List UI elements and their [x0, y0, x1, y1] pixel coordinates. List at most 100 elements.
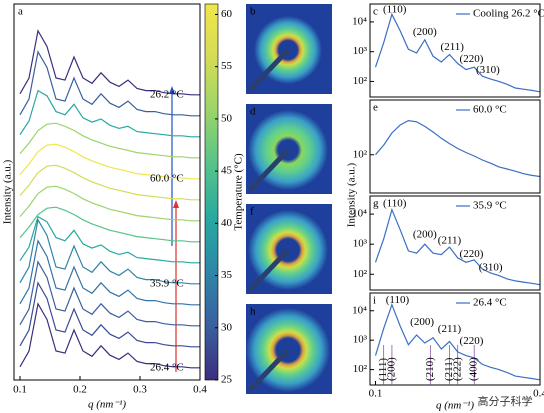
colorbar: [204, 3, 219, 381]
peak-label: (310): [476, 64, 500, 76]
plot-frame: [369, 292, 541, 386]
peak-label: (200): [413, 26, 437, 38]
curve: [19, 302, 200, 369]
peak-label: (211): [438, 323, 462, 335]
annotation: 35.9 °C: [150, 278, 184, 290]
y-tick-label: 10³: [353, 334, 368, 346]
arrow-head: [173, 200, 179, 208]
curve: [19, 185, 200, 222]
line: [374, 12, 540, 93]
colorbar-tick-label: 25: [221, 374, 233, 386]
x-tick-label: 0.1: [369, 388, 383, 400]
beamstop: [248, 148, 290, 192]
reflection-label: (111): [377, 358, 389, 381]
panel-letter: i: [373, 295, 376, 307]
curve: [19, 164, 200, 201]
peak-label: (310): [479, 262, 503, 274]
curve: [19, 239, 200, 306]
colorbar-tick-label: 40: [221, 217, 233, 229]
peak-label: (220): [460, 335, 484, 347]
y-axis-label: Intensity (a.u.): [346, 162, 358, 227]
y-tick-label: 10²: [353, 75, 368, 87]
y-tick-label: 10⁴: [352, 304, 367, 316]
peak-label: (110): [386, 294, 410, 306]
arrows: [169, 86, 179, 372]
peak-label: (211): [441, 41, 465, 53]
panel-letter: h: [250, 306, 256, 318]
colorbar-label: Temperature (°C): [233, 153, 245, 231]
reflection-label: (200): [385, 357, 397, 381]
legend-label: 26.4 °C: [473, 297, 507, 309]
x-tick-label: 0.4: [533, 388, 544, 400]
scattering-patterns: [246, 4, 332, 394]
y-tick-label: 10²: [353, 268, 368, 280]
x-axis-label: q (nm⁻¹): [88, 399, 126, 411]
curve: [19, 50, 200, 117]
curve: [19, 260, 200, 327]
panel-letter: c: [373, 6, 378, 18]
colorbar-tick-label: 55: [221, 60, 233, 72]
curve: [19, 206, 200, 243]
reflection-label: (400): [468, 357, 480, 381]
curve: [19, 89, 200, 138]
y-tick-label: 10³: [353, 238, 368, 250]
peak-label: (211): [438, 234, 462, 246]
beamstop: [248, 348, 290, 392]
reflection-label: (210): [424, 357, 436, 381]
peak-label: (200): [410, 316, 434, 328]
peak-label: (110): [383, 197, 407, 209]
arrow-head: [169, 86, 175, 94]
lines: [374, 12, 540, 93]
colorbar-tick-label: 45: [221, 165, 233, 177]
x-tick-label: 0.4: [193, 384, 207, 396]
y-tick-label: 10²: [353, 363, 368, 375]
y-tick-label: 10³: [353, 45, 368, 57]
legend-label: 35.9 °C: [473, 200, 507, 212]
colorbar-tick-label: 35: [221, 269, 233, 281]
peak-label: (220): [460, 248, 484, 260]
panel-letter: a: [18, 6, 23, 18]
panel-letter: e: [373, 102, 378, 114]
panel-letter: d: [250, 106, 256, 118]
y-tick-label: 10²: [353, 148, 368, 160]
annotation: 60.0 °C: [150, 173, 184, 185]
legend-label: Cooling 26.2 °C: [473, 8, 544, 20]
colorbar-tick-label: 30: [221, 321, 233, 333]
colorbar-tick-label: 60: [221, 8, 233, 20]
legend-label: 60.0 °C: [473, 104, 507, 116]
curve: [19, 122, 200, 159]
peak-label: (220): [460, 53, 484, 65]
plot-frame: [369, 99, 541, 194]
annotation: 26.2 °C: [150, 89, 184, 101]
beamstop: [248, 48, 290, 92]
y-tick-label: 10⁴: [352, 15, 367, 27]
colorbar-tick-label: 50: [221, 112, 233, 124]
plot-frame: [369, 195, 541, 291]
lines: [374, 207, 540, 286]
line: [375, 119, 540, 178]
curve: [19, 281, 200, 348]
x-tick-label: 0.2: [73, 384, 87, 396]
reflection-label: (222): [451, 357, 463, 381]
x-axis-label: q (nm⁻¹): [436, 400, 474, 412]
beamstop: [248, 248, 290, 292]
lines: [375, 119, 540, 178]
peak-label: (110): [383, 4, 407, 16]
plot-frame: [369, 3, 541, 98]
x-tick-label: 0.3: [133, 384, 147, 396]
y-axis-label: Intensity (a.u.): [2, 159, 14, 224]
line: [374, 207, 540, 286]
panel-letter: f: [250, 206, 254, 218]
watermark: 高分子科学: [478, 394, 533, 408]
curve: [19, 215, 200, 264]
x-tick-label: 0.1: [13, 384, 27, 396]
panel-letter: g: [373, 198, 379, 210]
peak-label: (200): [413, 229, 437, 241]
curve: [19, 29, 200, 96]
reflection-label: (211): [443, 357, 455, 381]
panel-letter: b: [250, 6, 256, 18]
y-tick-label: 10⁴: [352, 208, 367, 220]
curve: [19, 143, 200, 180]
annotation: 26.4 °C: [150, 362, 184, 374]
